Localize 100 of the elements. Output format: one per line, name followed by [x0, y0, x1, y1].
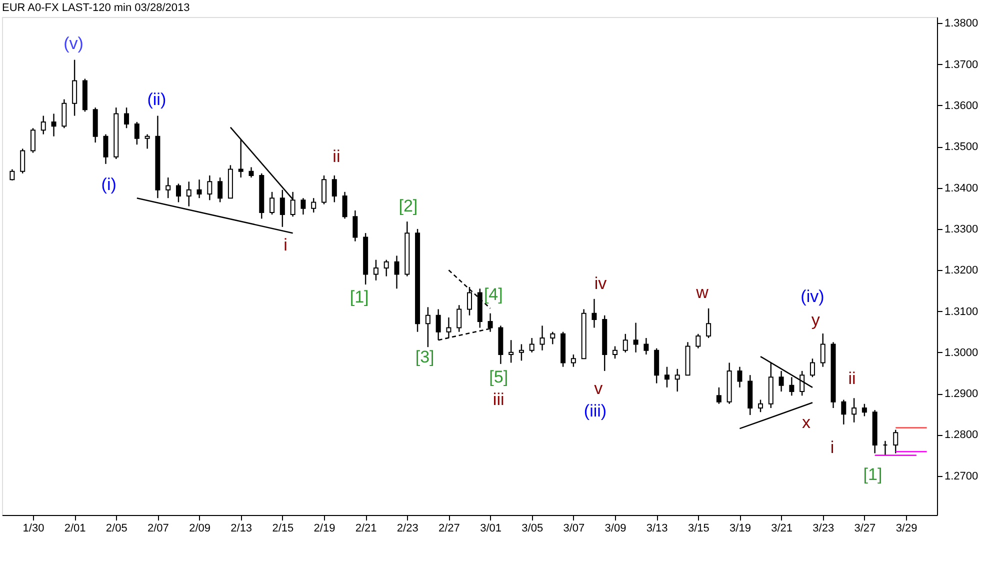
- annotation: iv: [594, 274, 608, 294]
- candlestick: [218, 176, 223, 203]
- candlestick: [10, 168, 15, 181]
- chart-title: EUR A0-FX LAST-120 min 03/28/2013: [2, 2, 190, 14]
- annotation: i: [284, 235, 288, 254]
- candlestick: [592, 298, 597, 328]
- y-tick-label: 1.3300: [944, 223, 978, 236]
- candlestick: [20, 148, 26, 174]
- candlestick: [72, 59, 78, 116]
- y-tick-label: 1.3600: [944, 100, 978, 112]
- x-tick-label: 2/13: [230, 522, 252, 534]
- x-tick-label: 2/27: [438, 522, 460, 534]
- candlestick: [394, 255, 400, 290]
- x-tick-label: 3/23: [812, 522, 834, 534]
- y-tick-label: 1.2900: [944, 388, 978, 400]
- x-tick-label: 2/19: [314, 522, 336, 534]
- annotation: [1]: [350, 288, 369, 307]
- candlestick: [207, 174, 212, 201]
- candlestick: [124, 106, 130, 129]
- candlestick: [352, 210, 358, 242]
- x-tick-label: 3/09: [604, 522, 626, 534]
- candlestick: [332, 174, 337, 203]
- candlestick: [550, 331, 556, 345]
- x-tick-label: 2/05: [106, 522, 128, 534]
- annotation: ii: [332, 146, 340, 166]
- candlestick: [706, 308, 712, 339]
- candlestick: [664, 366, 670, 388]
- y-tick-label: 1.3700: [944, 58, 978, 71]
- candlestick: [103, 134, 108, 165]
- x-tick-label: 1/30: [22, 522, 44, 534]
- candlestick: [321, 174, 326, 205]
- candlestick: [758, 399, 764, 413]
- x-tick-label: 2/01: [64, 522, 86, 534]
- candlestick: [373, 259, 378, 282]
- x-tick-label: 3/27: [854, 522, 876, 534]
- candlestick: [342, 191, 348, 220]
- candlestick: [716, 386, 722, 404]
- candlestick: [425, 306, 430, 348]
- annotation: w: [695, 282, 710, 302]
- candlestick: [570, 354, 576, 368]
- candlestick: [529, 337, 534, 354]
- x-tick-label: 3/15: [688, 522, 710, 534]
- annotation: i: [830, 438, 834, 457]
- annotation: (iii): [584, 401, 607, 420]
- candlestick: [134, 121, 140, 146]
- candlestick: [622, 333, 628, 354]
- annotation: [4]: [484, 284, 503, 304]
- y-tick-label: 1.3800: [944, 18, 978, 30]
- candlestick: [737, 366, 742, 388]
- y-tick-label: 1.3500: [944, 141, 978, 154]
- candlestick: [612, 346, 618, 360]
- candlestick: [144, 134, 150, 150]
- annotation: iii: [492, 390, 504, 409]
- candlestick: [196, 178, 202, 199]
- y-tick-label: 1.3200: [944, 264, 978, 277]
- candlestick: [248, 166, 254, 178]
- annotation: [2]: [398, 196, 418, 216]
- candlestick: [311, 197, 316, 214]
- annotation: x: [802, 412, 811, 432]
- candlestick: [238, 139, 244, 178]
- x-tick-label: 2/23: [396, 522, 418, 534]
- x-tick-label: 2/07: [147, 522, 169, 534]
- candlestick: [270, 191, 275, 216]
- candlestick: [176, 183, 181, 203]
- candlestick: [696, 333, 701, 349]
- candlestick: [852, 398, 857, 423]
- candlestick: [810, 358, 815, 378]
- candlestick: [893, 429, 898, 454]
- x-tick-label: 3/13: [646, 522, 668, 534]
- x-tick-label: 3/29: [896, 522, 918, 534]
- annotation: (iv): [800, 286, 824, 306]
- x-tick-label: 2/15: [272, 522, 294, 534]
- y-tick-label: 1.3400: [944, 182, 978, 194]
- annotation: [1]: [863, 465, 882, 484]
- annotation: (i): [101, 174, 116, 194]
- candlestick: [384, 259, 389, 277]
- candlestick: [633, 322, 638, 354]
- x-tick-label: 3/21: [771, 522, 793, 534]
- candlestick: [508, 339, 514, 364]
- x-tick-label: 3/19: [730, 522, 751, 534]
- annotation: v: [594, 379, 604, 398]
- x-tick-label: 2/21: [355, 522, 377, 534]
- annotation: (v): [64, 34, 84, 53]
- candlestick: [841, 399, 846, 426]
- candlestick: [518, 344, 524, 362]
- candlestick: [186, 181, 192, 207]
- candlestick: [456, 304, 462, 332]
- y-tick-label: 1.2800: [944, 429, 978, 442]
- annotation: ii: [848, 368, 856, 388]
- annotation: (ii): [147, 90, 166, 110]
- y-tick-label: 1.3000: [944, 346, 978, 359]
- candlestick: [674, 368, 680, 392]
- candlestick: [40, 115, 46, 135]
- annotation: y: [811, 310, 820, 330]
- y-tick-label: 1.3100: [944, 306, 978, 318]
- candlestick: [30, 128, 36, 154]
- x-tick-label: 3/01: [480, 522, 502, 534]
- candlestick: [300, 197, 306, 216]
- candlestick: [862, 403, 867, 417]
- candlestick: [62, 98, 67, 129]
